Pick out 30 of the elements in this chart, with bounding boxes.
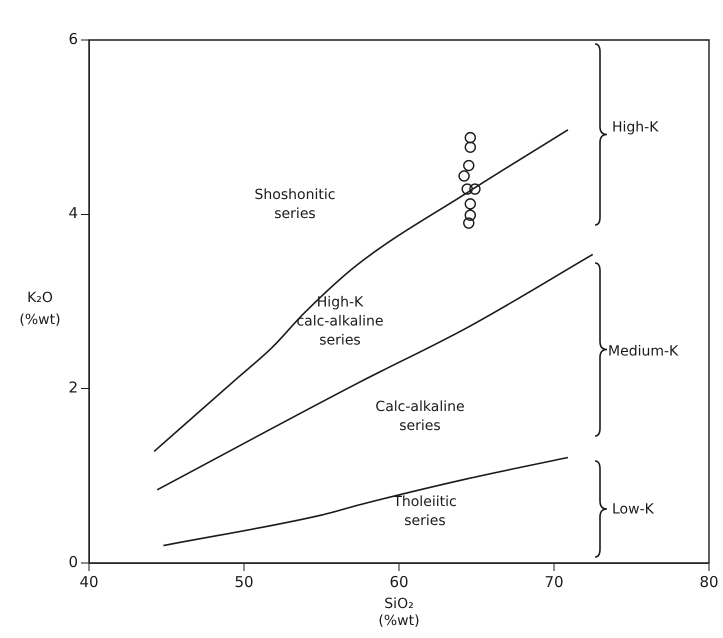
point (469, 183, 481, 195)
line-series (153, 128, 569, 452)
y-tick-label: 6 (68, 30, 78, 48)
point (463, 217, 474, 229)
point (458, 170, 470, 182)
x-tick-label: 70 (544, 572, 564, 591)
annotation: Calc-alkaline series (375, 398, 465, 436)
annotation: Shoshonitic series (254, 186, 336, 224)
y-tick-label: 2 (68, 378, 78, 397)
annotation: High-K (612, 118, 658, 138)
y-tick-label: 0 (68, 552, 78, 571)
x-axis-title: SiO₂ (%wt) (378, 596, 420, 630)
point (464, 198, 476, 210)
x-tick-label: 80 (699, 572, 719, 591)
point (463, 160, 474, 172)
x-tick-label: 60 (389, 572, 409, 591)
x-tick-label: 40 (79, 572, 99, 591)
y-axis-title: K₂O (%wt) (19, 290, 61, 328)
y-tick-label: 4 (68, 204, 78, 222)
point (464, 210, 476, 221)
x-tick-label: 50 (234, 572, 254, 591)
line-series (162, 456, 569, 546)
annotation: Medium-K (608, 342, 678, 362)
annotation: Low-K (612, 500, 654, 520)
line-series (156, 254, 594, 491)
point (464, 132, 476, 144)
annotation: High-K calc-alkaline series (296, 294, 384, 350)
point (464, 142, 476, 153)
annotation: Tholeiitic series (393, 493, 457, 531)
point (462, 183, 473, 195)
